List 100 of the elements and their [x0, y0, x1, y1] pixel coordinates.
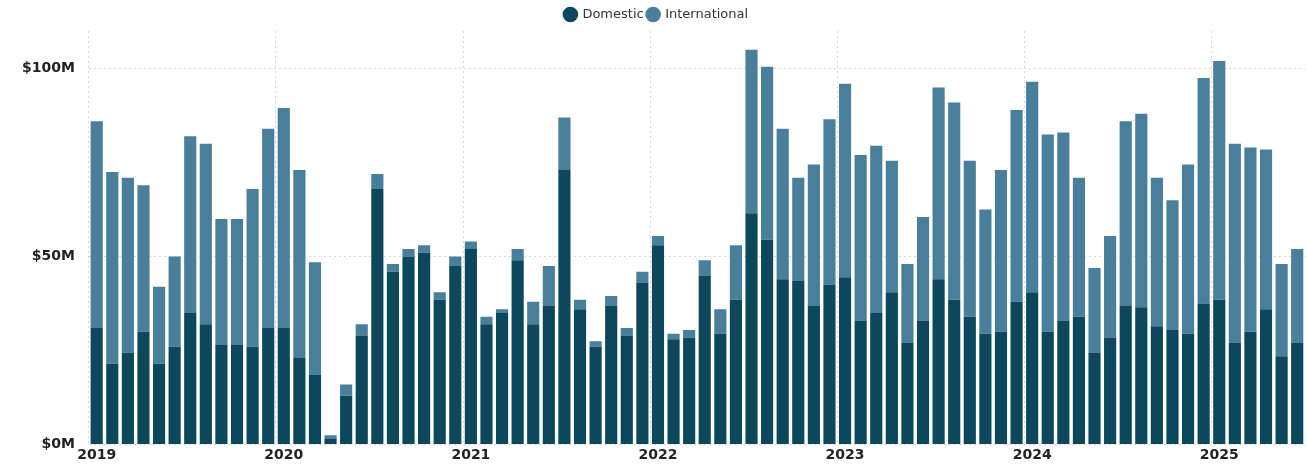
bar: [1228, 143, 1241, 344]
bar: [1135, 307, 1148, 445]
bar: [620, 328, 633, 336]
bar: [838, 83, 852, 278]
bar: [340, 384, 353, 396]
bar: [963, 160, 976, 317]
bar: [651, 235, 665, 246]
bar: [573, 309, 587, 445]
bar: [355, 324, 368, 336]
bar: [573, 299, 587, 310]
bar: [215, 344, 228, 445]
bar: [262, 328, 275, 445]
bar: [1166, 329, 1179, 445]
bar: [293, 358, 306, 445]
y-tick-label: $0M: [41, 435, 75, 452]
bar: [714, 333, 727, 445]
y-tick-label: $100M: [21, 59, 75, 76]
bar: [106, 363, 119, 445]
bar: [948, 299, 961, 445]
bar: [667, 339, 680, 445]
bar: [979, 333, 992, 445]
bar: [1291, 343, 1304, 445]
bar: [418, 245, 431, 253]
bar: [1072, 316, 1086, 445]
bar: [636, 282, 649, 445]
bar: [1119, 121, 1132, 306]
bar: [792, 177, 805, 282]
x-tick-label: 2024: [1012, 445, 1052, 462]
bar: [1041, 331, 1054, 445]
bar: [932, 87, 945, 280]
bar: [932, 279, 945, 445]
bar: [963, 316, 976, 445]
bar: [698, 260, 711, 276]
bar: [901, 343, 914, 445]
bar: [262, 128, 275, 329]
bar: [511, 260, 524, 445]
bar: [137, 185, 150, 332]
bar: [979, 209, 992, 334]
bar: [870, 145, 883, 313]
bar: [308, 262, 322, 376]
bar: [324, 438, 337, 445]
bar: [542, 266, 555, 306]
bar: [1181, 164, 1195, 334]
bar: [698, 275, 711, 445]
bar: [90, 328, 103, 445]
bar: [386, 264, 399, 272]
bar: [215, 219, 228, 345]
bar: [1026, 81, 1039, 293]
bar: [870, 313, 883, 445]
bar: [90, 121, 103, 329]
bar: [823, 284, 836, 445]
bar: [230, 344, 244, 445]
bar: [636, 271, 649, 283]
bar: [1275, 264, 1288, 357]
bar: [792, 281, 805, 445]
bar: [527, 324, 540, 445]
bar: [480, 324, 493, 445]
bar: [1026, 292, 1039, 445]
bar: [168, 256, 181, 347]
bar: [1244, 147, 1257, 332]
y-tick-label: $50M: [31, 247, 75, 264]
legend-label: International: [665, 5, 749, 21]
bar: [1104, 235, 1117, 338]
bar: [1010, 109, 1023, 302]
bar: [1104, 337, 1117, 445]
bar: [152, 286, 166, 364]
bar: [184, 313, 197, 445]
bar: [1135, 113, 1148, 308]
bar: [464, 241, 477, 250]
bar: [1088, 352, 1101, 445]
bar: [1259, 309, 1273, 445]
bar: [1213, 61, 1226, 300]
x-tick-label: 2020: [264, 445, 304, 462]
bar: [246, 346, 259, 445]
bar: [683, 329, 696, 338]
legend-label: Domestic: [582, 5, 644, 21]
bar: [106, 172, 119, 364]
bar: [480, 316, 493, 325]
bar: [433, 299, 446, 445]
bar: [449, 256, 462, 266]
bar: [168, 346, 181, 445]
bar: [199, 143, 212, 325]
bar: [948, 102, 961, 300]
bar: [620, 335, 633, 445]
bar: [729, 245, 743, 300]
bar: [1197, 78, 1210, 304]
x-tick-label: 2019: [77, 445, 117, 462]
bar: [854, 155, 867, 321]
bar: [761, 66, 774, 240]
bar: [729, 299, 743, 445]
bar: [651, 245, 665, 445]
bar: [854, 320, 867, 445]
bar: [152, 363, 166, 445]
bar: [1088, 267, 1101, 353]
bar: [277, 328, 290, 445]
bar: [776, 279, 789, 445]
bar: [277, 108, 290, 329]
bar: [371, 173, 384, 189]
bar: [776, 128, 789, 280]
bar: [1228, 343, 1241, 445]
